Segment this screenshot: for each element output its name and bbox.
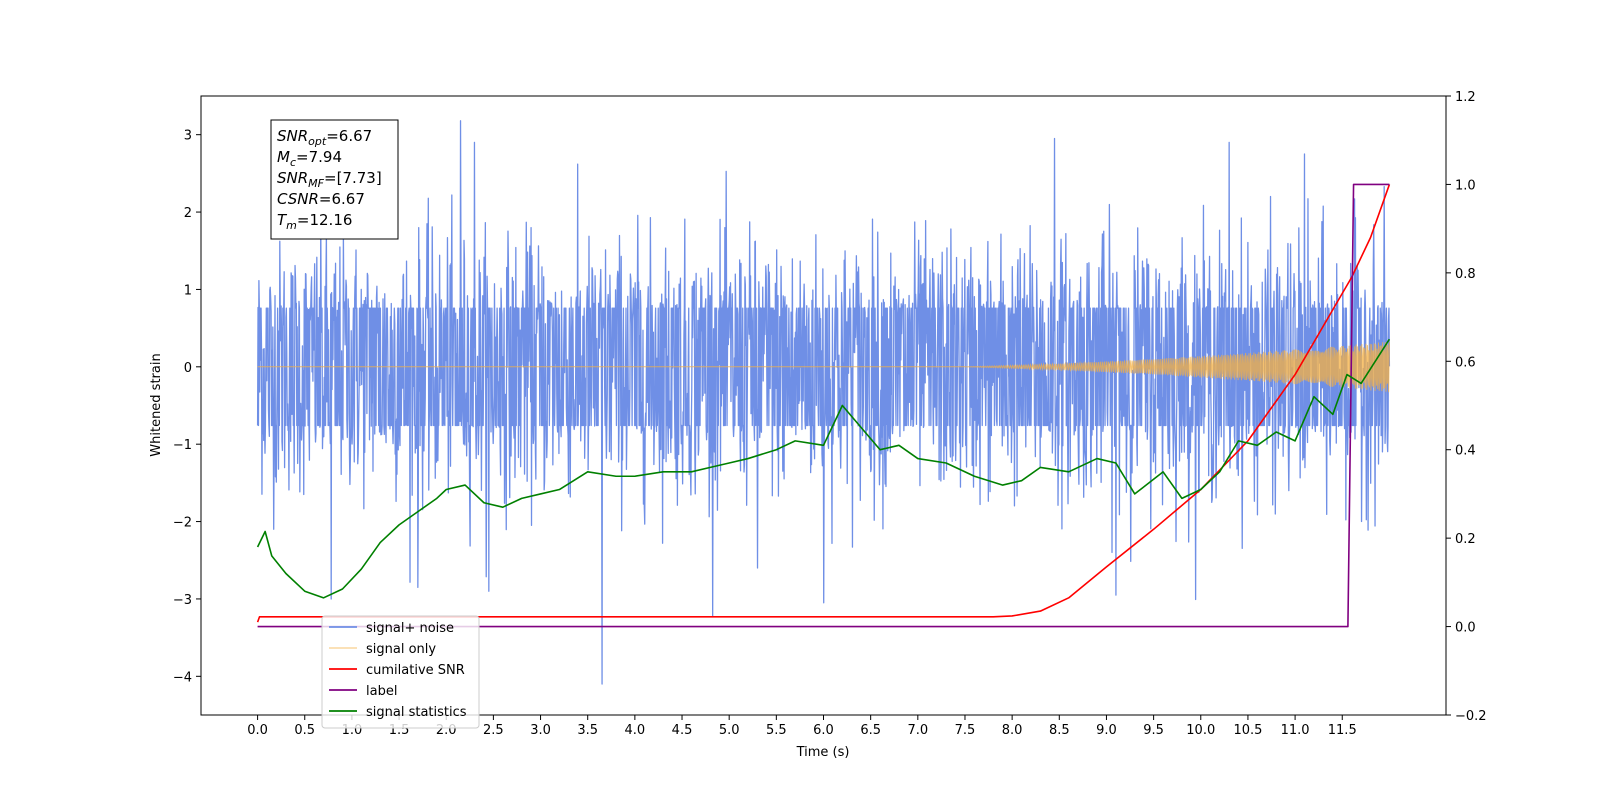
y2-tick-label: 0.2 <box>1455 532 1476 547</box>
x-tick-label: 10.5 <box>1233 723 1262 738</box>
legend: signal+ noise signal only cumilative SNR la… <box>321 615 480 729</box>
x-tick-label: 8.0 <box>1002 723 1023 738</box>
x-tick-label: 6.0 <box>813 723 834 738</box>
x-tick-label: 5.5 <box>766 723 787 738</box>
legend-frame <box>321 615 480 729</box>
x-tick-label: 5.0 <box>719 723 740 738</box>
y-tick-label: 0 <box>184 361 192 376</box>
x-tick-label: 0.5 <box>294 723 315 738</box>
y-tick-label: 3 <box>184 129 192 144</box>
x-tick-label: 0.0 <box>247 723 268 738</box>
y2-tick-label: 0.6 <box>1455 355 1476 370</box>
x-tick-label: 10.0 <box>1186 723 1215 738</box>
legend-label: signal+ noise <box>366 621 454 636</box>
y2-axis-ticks: −0.2 0.0 0.2 0.4 0.6 0.8 1.0 1.2 <box>1446 90 1487 724</box>
plot-series <box>256 120 1391 685</box>
y-tick-label: 2 <box>184 206 192 221</box>
stats-line: CSNR=6.67 <box>277 190 365 208</box>
series-label-line <box>257 183 1390 628</box>
x-tick-label: 11.0 <box>1281 723 1310 738</box>
stats-line: SNRMF=[7.73] <box>277 169 382 190</box>
x-tick-label: 11.5 <box>1328 723 1357 738</box>
y2-tick-label: 0.0 <box>1455 621 1476 636</box>
x-tick-label: 3.5 <box>577 723 598 738</box>
y-axis-ticks: −4 −3 −2 −1 0 1 2 3 <box>173 129 201 685</box>
x-tick-label: 3.0 <box>530 723 551 738</box>
y-tick-label: −3 <box>173 593 192 608</box>
x-axis-label: Time (s) <box>796 745 850 760</box>
series-signal-only-line <box>257 342 1390 393</box>
y2-tick-label: 1.2 <box>1455 90 1476 105</box>
legend-label: signal statistics <box>366 705 467 720</box>
x-tick-label: 4.5 <box>672 723 693 738</box>
y-tick-label: −1 <box>173 438 192 453</box>
x-tick-label: 4.0 <box>625 723 646 738</box>
series-signal-noise-line <box>256 120 1391 685</box>
y-tick-label: −4 <box>173 670 192 685</box>
x-tick-label: 9.0 <box>1096 723 1117 738</box>
y2-tick-label: 1.0 <box>1455 178 1476 193</box>
series-cumilative-snr-line <box>256 184 1391 623</box>
x-tick-label: 6.5 <box>860 723 881 738</box>
x-tick-label: 7.5 <box>955 723 976 738</box>
y-tick-label: −2 <box>173 516 192 531</box>
y2-tick-label: 0.8 <box>1455 267 1476 282</box>
stats-line: Tm=12.16 <box>277 211 352 232</box>
x-tick-label: 7.0 <box>907 723 928 738</box>
y-tick-label: 1 <box>184 283 192 298</box>
x-tick-label: 8.5 <box>1049 723 1070 738</box>
y-axis-label: Whitened strain <box>149 353 164 456</box>
series-signal-statistics-line <box>256 338 1391 599</box>
x-tick-label: 2.5 <box>483 723 504 738</box>
stats-line: Mc=7.94 <box>277 148 342 169</box>
stats-box-frame <box>270 119 399 240</box>
y2-tick-label: −0.2 <box>1455 709 1487 724</box>
stats-line: SNRopt=6.67 <box>277 127 372 148</box>
y2-tick-label: 0.4 <box>1455 444 1476 459</box>
x-tick-label: 9.5 <box>1143 723 1164 738</box>
legend-label: label <box>366 684 397 699</box>
legend-label: cumilative SNR <box>366 663 465 678</box>
legend-label: signal only <box>366 642 436 657</box>
